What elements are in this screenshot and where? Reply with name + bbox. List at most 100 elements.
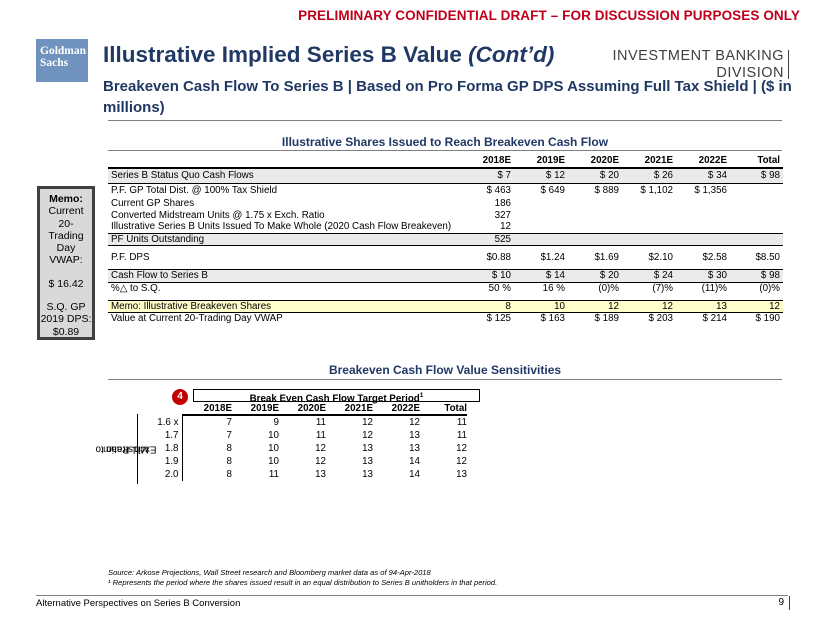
memo-vwap: $ 16.42 bbox=[48, 277, 84, 290]
cell: $ 12 bbox=[514, 168, 568, 184]
source-line: Source: Arkose Projections, Wall Street … bbox=[108, 568, 431, 577]
header-cell: 2019E bbox=[514, 154, 568, 169]
cell: 13 bbox=[362, 469, 373, 480]
cell: $ 214 bbox=[702, 313, 727, 325]
memo-line: S.Q. GP bbox=[46, 301, 86, 314]
row-label: Illustrative Series B Units Issued To Ma… bbox=[111, 221, 452, 233]
cell: $ 190 bbox=[755, 313, 780, 325]
cell: $ 649 bbox=[540, 184, 565, 196]
division-divider bbox=[788, 50, 789, 79]
cell: $ 30 bbox=[676, 268, 730, 283]
table-row: Cash Flow to Series B $ 10 $ 14 $ 20 $ 2… bbox=[108, 268, 783, 283]
footnote-mark: 1 bbox=[419, 392, 424, 399]
step-badge: 4 bbox=[172, 389, 188, 405]
cell: $0.88 bbox=[486, 251, 511, 263]
footnote-line: ¹ Represents the period where the shares… bbox=[108, 578, 498, 587]
cell: 12 bbox=[730, 299, 783, 314]
table-row: Current GP Shares 186 bbox=[108, 198, 783, 210]
header-cell: Total bbox=[730, 154, 783, 169]
table-row: Value at Current 20-Trading Day VWAP $ 1… bbox=[108, 313, 783, 325]
cell: $ 20 bbox=[568, 168, 622, 184]
row-label: Series B Status Quo Cash Flows bbox=[108, 168, 460, 184]
cell: 525 bbox=[460, 232, 514, 247]
sensitivity-header: Break Even Cash Flow Target Period1 bbox=[193, 389, 480, 404]
cell: $1.24 bbox=[540, 251, 565, 263]
cell: 14 bbox=[409, 456, 420, 467]
cell: $ 125 bbox=[486, 313, 511, 325]
cell: $ 20 bbox=[568, 268, 622, 283]
memo-line: Day bbox=[56, 242, 76, 255]
header-cell bbox=[108, 154, 460, 169]
cell: 12 bbox=[500, 221, 511, 233]
cell: (11)% bbox=[701, 282, 727, 294]
goldman-sachs-logo: Goldman Sachs bbox=[36, 39, 88, 82]
division-label: INVESTMENT BANKING DIVISION bbox=[613, 48, 784, 82]
cell: 16 % bbox=[542, 282, 565, 294]
cell: $2.10 bbox=[648, 251, 673, 263]
ratio-label: 2.0 bbox=[164, 469, 179, 480]
cell: $ 203 bbox=[648, 313, 673, 325]
ratio-label: 1.6 x bbox=[157, 416, 179, 428]
table-row: Converted Midstream Units @ 1.75 x Exch.… bbox=[108, 210, 783, 222]
column-header: Total bbox=[420, 402, 467, 416]
sensitivity-row: 1.9 8 10 12 13 14 12 bbox=[140, 455, 467, 468]
logo-line-2: Sachs bbox=[40, 57, 69, 69]
axis-rule bbox=[137, 414, 138, 484]
cell: 8 bbox=[460, 299, 514, 314]
shares-table: 2018E 2019E 2020E 2021E 2022E Total Seri… bbox=[108, 154, 783, 325]
cell: 12 bbox=[315, 456, 326, 467]
cell: 7 bbox=[181, 429, 232, 442]
header-cell: 2022E bbox=[676, 154, 730, 169]
cell: 13 bbox=[362, 456, 373, 467]
cell: $ 34 bbox=[676, 168, 730, 184]
cell: 13 bbox=[409, 443, 420, 454]
cell: 12 bbox=[315, 443, 326, 454]
footer-title: Alternative Perspectives on Series B Con… bbox=[36, 598, 241, 609]
cell: $ 7 bbox=[460, 168, 514, 184]
cell: 10 bbox=[268, 456, 279, 467]
column-header: 2019E bbox=[232, 402, 279, 416]
cell: $8.50 bbox=[755, 251, 780, 263]
axis-label: Exch. Ratio to Midstream bbox=[96, 414, 157, 484]
table-row-highlight: Memo: Illustrative Breakeven Shares 8 10… bbox=[108, 299, 783, 314]
row-label: Memo: Illustrative Breakeven Shares bbox=[108, 299, 460, 314]
cell: 11 bbox=[268, 469, 279, 480]
row-label: Cash Flow to Series B bbox=[108, 268, 460, 283]
page-number: 9 bbox=[778, 597, 784, 608]
memo-head: Memo: bbox=[49, 193, 83, 205]
header-cell: 2018E bbox=[460, 154, 514, 169]
cell bbox=[730, 183, 783, 198]
header-cell: 2020E bbox=[568, 154, 622, 169]
cell: 13 bbox=[676, 299, 730, 314]
cell: 10 bbox=[268, 430, 279, 441]
cell: 9 bbox=[273, 417, 279, 428]
cell: 11 bbox=[315, 417, 326, 428]
memo-dps: $0.89 bbox=[52, 325, 80, 338]
cell: 50 % bbox=[488, 282, 511, 294]
cell: 13 bbox=[456, 469, 467, 480]
memo-line: Current 20- bbox=[48, 205, 84, 230]
column-header: 2018E bbox=[182, 402, 232, 416]
cell: 327 bbox=[494, 209, 511, 221]
cell: $ 889 bbox=[594, 184, 619, 196]
cell: 8 bbox=[181, 468, 232, 481]
table-header-row: 2018E 2019E 2020E 2021E 2022E Total bbox=[108, 154, 783, 169]
row-label: Value at Current 20-Trading Day VWAP bbox=[111, 313, 283, 325]
cell: $ 26 bbox=[622, 168, 676, 184]
cell: 8 bbox=[181, 455, 232, 468]
cell: 12 bbox=[362, 430, 373, 441]
cell: $ 463 bbox=[486, 184, 511, 196]
confidential-banner: PRELIMINARY CONFIDENTIAL DRAFT – FOR DIS… bbox=[298, 8, 800, 23]
cell: $ 24 bbox=[622, 268, 676, 283]
memo-box: Memo: Current 20- Trading Day VWAP: $ 16… bbox=[37, 186, 95, 340]
cell: 12 bbox=[568, 299, 622, 314]
column-header: 2021E bbox=[326, 402, 373, 416]
logo-line-1: Goldman bbox=[40, 45, 87, 57]
table-row: Illustrative Series B Units Issued To Ma… bbox=[108, 221, 783, 233]
cell: 11 bbox=[456, 430, 467, 441]
cell: 13 bbox=[362, 443, 373, 454]
table-row: %△ to S.Q. 50 % 16 % (0)% (7)% (11)% (0)… bbox=[108, 282, 783, 294]
memo-line: 2019 DPS: bbox=[40, 313, 92, 326]
ratio-label: 1.7 bbox=[164, 430, 179, 441]
division-line-2: DIVISION bbox=[716, 65, 784, 81]
